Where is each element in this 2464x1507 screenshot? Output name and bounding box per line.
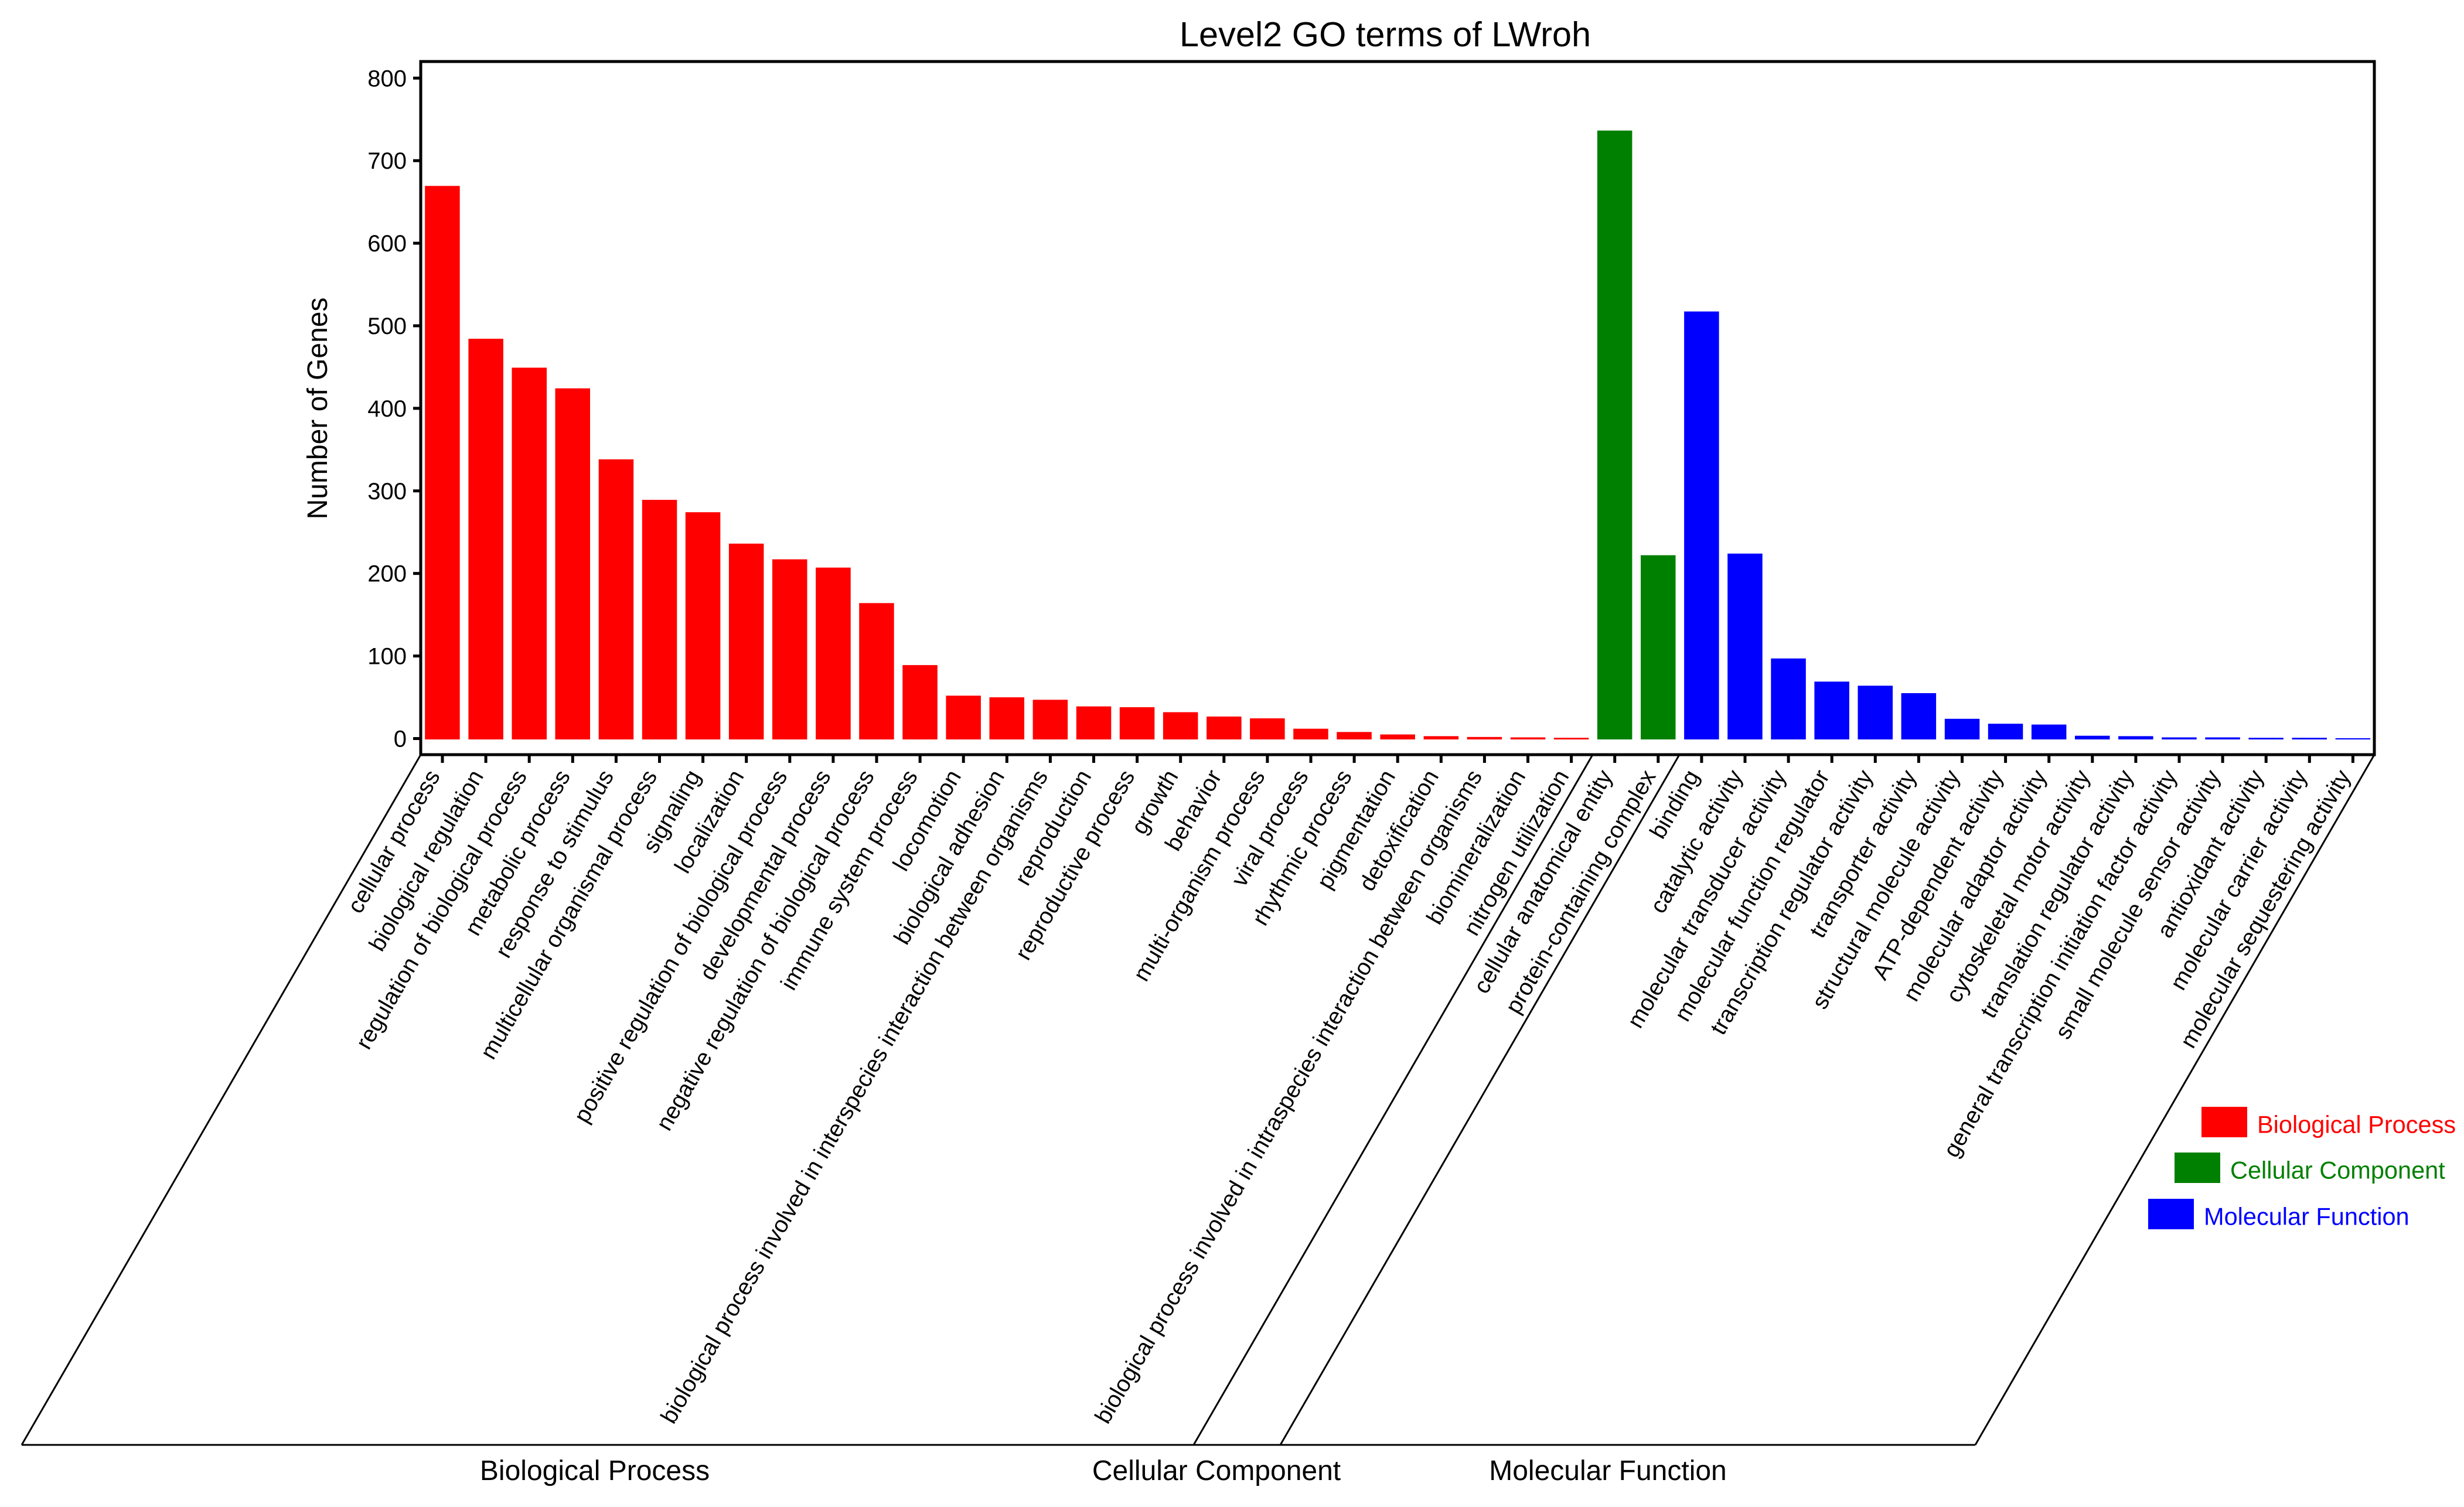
svg-text:Cellular Component: Cellular Component <box>1092 1455 1341 1486</box>
svg-text:200: 200 <box>367 561 407 587</box>
svg-text:Biological Process: Biological Process <box>2257 1110 2456 1138</box>
svg-text:100: 100 <box>367 644 407 670</box>
svg-text:400: 400 <box>367 396 407 422</box>
svg-text:0: 0 <box>394 727 407 752</box>
svg-text:Molecular Function: Molecular Function <box>1489 1455 1727 1486</box>
svg-text:300: 300 <box>367 479 407 504</box>
svg-text:800: 800 <box>367 66 407 91</box>
svg-text:Biological Process: Biological Process <box>480 1455 710 1486</box>
svg-text:Molecular Function: Molecular Function <box>2204 1202 2410 1230</box>
svg-text:600: 600 <box>367 231 407 257</box>
svg-text:Number of Genes: Number of Genes <box>302 298 333 520</box>
svg-text:500: 500 <box>367 313 407 339</box>
svg-text:Cellular Component: Cellular Component <box>2230 1156 2445 1184</box>
svg-text:Level2 GO terms of LWroh: Level2 GO terms of LWroh <box>1180 15 1591 54</box>
svg-text:700: 700 <box>367 148 407 174</box>
